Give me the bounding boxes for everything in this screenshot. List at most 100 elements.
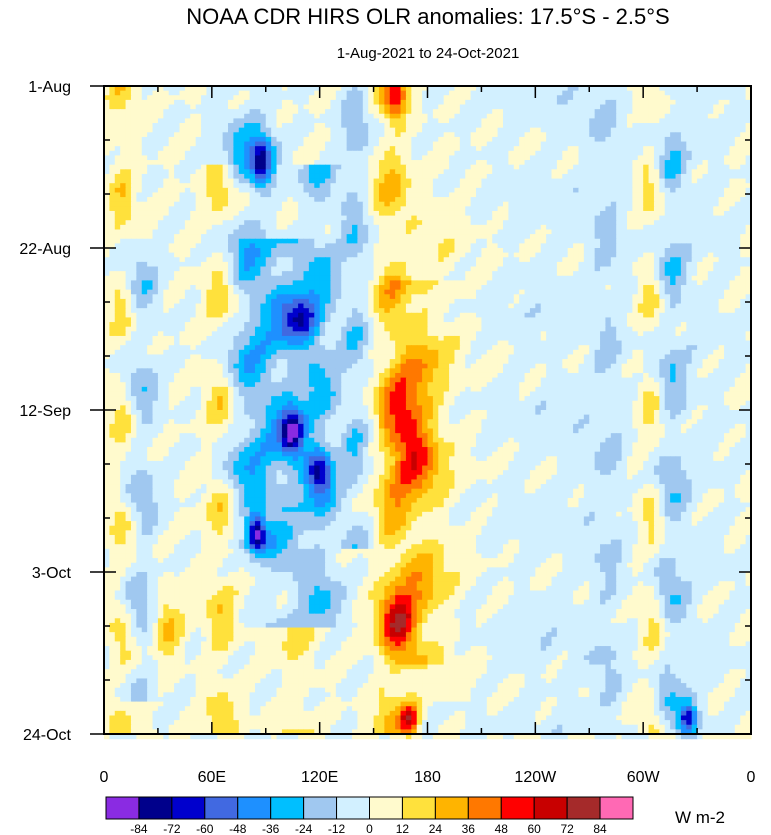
heatmap-cell (643, 165, 649, 170)
heatmap-cell (239, 197, 245, 202)
heatmap-cell (659, 253, 665, 258)
heatmap-cell (724, 188, 730, 193)
heatmap-cell (492, 95, 498, 100)
heatmap-cell (287, 257, 293, 262)
heatmap-cell (643, 192, 649, 197)
heatmap-cell (557, 165, 563, 170)
heatmap-cell (578, 262, 584, 267)
heatmap-cell (649, 128, 655, 133)
heatmap-cell (266, 169, 272, 174)
heatmap-cell (643, 118, 649, 123)
heatmap-cell (503, 100, 509, 105)
heatmap-cell (428, 132, 434, 137)
heatmap-cell (659, 188, 665, 193)
heatmap-cell (665, 118, 671, 123)
heatmap-cell (724, 262, 730, 267)
heatmap-cell (735, 271, 741, 276)
heatmap-cell (201, 128, 207, 133)
heatmap-cell (514, 142, 520, 147)
heatmap-cell (535, 239, 541, 244)
heatmap-cell (697, 165, 703, 170)
heatmap-cell (611, 267, 617, 272)
heatmap-cell (541, 128, 547, 133)
heatmap-cell (250, 253, 256, 258)
heatmap-cell (384, 271, 390, 276)
heatmap-cell (282, 132, 288, 137)
heatmap-cell (136, 174, 142, 179)
heatmap-cell (681, 91, 687, 96)
heatmap-cell (686, 114, 692, 119)
heatmap-cell (266, 109, 272, 114)
heatmap-cell (525, 206, 531, 211)
heatmap-cell (109, 229, 115, 234)
heatmap-cell (309, 276, 315, 281)
heatmap-cell (471, 188, 477, 193)
heatmap-cell (460, 197, 466, 202)
heatmap-cell (126, 257, 132, 262)
heatmap-cell (444, 248, 450, 253)
heatmap-cell (676, 137, 682, 142)
heatmap-cell (309, 225, 315, 230)
heatmap-cell (368, 220, 374, 225)
heatmap-cell (169, 179, 175, 184)
heatmap-cell (503, 151, 509, 156)
heatmap-cell (131, 216, 137, 221)
heatmap-cell (201, 105, 207, 110)
heatmap-cell (438, 276, 444, 281)
heatmap-cell (681, 229, 687, 234)
heatmap-cell (514, 216, 520, 221)
heatmap-cell (341, 225, 347, 230)
heatmap-cell (131, 179, 137, 184)
heatmap-cell (525, 248, 531, 253)
heatmap-cell (314, 160, 320, 165)
heatmap-cell (126, 192, 132, 197)
heatmap-cell (109, 128, 115, 133)
heatmap-cell (395, 239, 401, 244)
heatmap-cell (136, 248, 142, 253)
heatmap-cell (503, 91, 509, 96)
heatmap-cell (729, 142, 735, 147)
heatmap-cell (449, 220, 455, 225)
heatmap-cell (179, 151, 185, 156)
heatmap-cell (212, 114, 218, 119)
heatmap-cell (282, 174, 288, 179)
heatmap-cell (390, 114, 396, 119)
heatmap-cell (282, 95, 288, 100)
heatmap-cell (525, 197, 531, 202)
heatmap-cell (374, 202, 380, 207)
heatmap-cell (481, 160, 487, 165)
heatmap-cell (266, 132, 272, 137)
heatmap-cell (212, 229, 218, 234)
heatmap-cell (185, 179, 191, 184)
heatmap-cell (417, 105, 423, 110)
heatmap-cell (223, 114, 229, 119)
heatmap-cell (632, 239, 638, 244)
heatmap-cell (298, 216, 304, 221)
heatmap-cell (406, 174, 412, 179)
heatmap-cell (390, 91, 396, 96)
heatmap-cell (363, 132, 369, 137)
heatmap-cell (131, 137, 137, 142)
heatmap-cell (336, 220, 342, 225)
heatmap-cell (649, 267, 655, 272)
heatmap-cell (476, 118, 482, 123)
heatmap-cell (120, 179, 126, 184)
heatmap-cell (659, 109, 665, 114)
heatmap-cell (293, 183, 299, 188)
heatmap-cell (438, 109, 444, 114)
heatmap-cell (460, 137, 466, 142)
heatmap-cell (530, 109, 536, 114)
heatmap-cell (131, 225, 137, 230)
heatmap-cell (147, 220, 153, 225)
heatmap-cell (379, 142, 385, 147)
heatmap-cell (465, 165, 471, 170)
heatmap-cell (174, 174, 180, 179)
heatmap-cell (449, 243, 455, 248)
heatmap-cell (654, 197, 660, 202)
heatmap-cell (277, 243, 283, 248)
heatmap-cell (320, 211, 326, 216)
heatmap-cell (535, 243, 541, 248)
heatmap-cell (573, 123, 579, 128)
heatmap-cell (460, 132, 466, 137)
heatmap-cell (611, 118, 617, 123)
